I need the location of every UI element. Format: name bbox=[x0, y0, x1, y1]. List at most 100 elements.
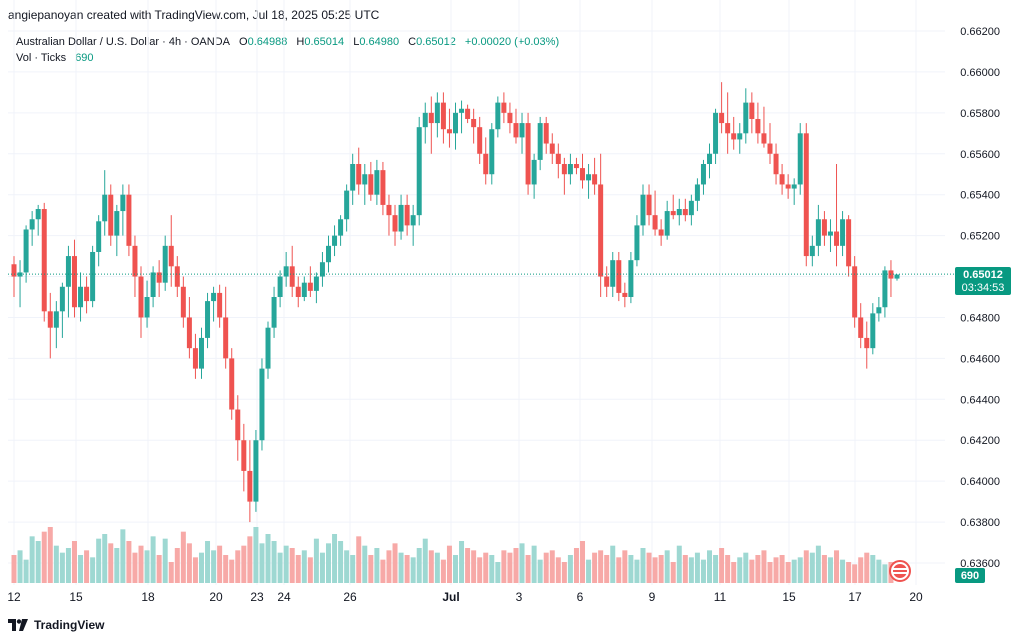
candle-body bbox=[610, 260, 616, 287]
candle bbox=[192, 333, 198, 379]
price-axis[interactable]: 0.66200 0.66000 0.65800 0.65600 0.65400 0.652… bbox=[960, 26, 1000, 570]
candle-body bbox=[465, 108, 471, 119]
volume-bar bbox=[404, 555, 410, 583]
candle-body bbox=[567, 164, 573, 175]
candle bbox=[168, 215, 174, 287]
candle bbox=[229, 348, 235, 420]
candle bbox=[350, 153, 356, 205]
candle bbox=[174, 256, 180, 297]
volume-bar bbox=[501, 550, 507, 583]
footer-brand[interactable]: TradingView bbox=[34, 618, 105, 632]
volume-bar bbox=[174, 548, 180, 583]
time-axis[interactable]: 12 15 18 20 23 24 26 Jul 3 6 9 11 15 17 20 bbox=[7, 590, 923, 604]
candle bbox=[507, 102, 513, 134]
volume-bar bbox=[386, 550, 392, 583]
candle-body bbox=[713, 112, 719, 154]
candle bbox=[29, 211, 35, 246]
volume-bar bbox=[779, 555, 785, 583]
volume-bar bbox=[410, 557, 416, 583]
candle-body bbox=[658, 229, 664, 236]
candle bbox=[271, 286, 277, 338]
volume-bar bbox=[114, 548, 120, 583]
volume-bar bbox=[834, 550, 840, 583]
candle-body bbox=[525, 123, 531, 185]
close-value: 0.65012 bbox=[416, 36, 456, 48]
candle bbox=[150, 266, 156, 308]
candle-body bbox=[501, 102, 507, 113]
volume-bar bbox=[870, 555, 876, 583]
volume-bar bbox=[592, 552, 598, 583]
candle-body bbox=[71, 256, 77, 308]
volume-bar bbox=[229, 559, 235, 583]
candle bbox=[737, 123, 743, 154]
candle-body bbox=[168, 245, 174, 267]
candle bbox=[144, 280, 150, 328]
candle bbox=[23, 225, 29, 283]
footer: TradingView bbox=[8, 618, 104, 632]
candle bbox=[598, 153, 604, 297]
volume-bar bbox=[543, 552, 549, 583]
candle bbox=[368, 161, 374, 201]
candle bbox=[344, 184, 350, 232]
candle bbox=[549, 133, 555, 164]
volume-bar bbox=[205, 541, 211, 583]
volume-bar bbox=[670, 562, 676, 583]
volume-bar bbox=[126, 541, 132, 583]
volume-bar bbox=[876, 559, 882, 583]
candle-body bbox=[356, 164, 362, 185]
candle-body bbox=[198, 337, 204, 369]
candle-body bbox=[555, 153, 561, 164]
candle-body bbox=[319, 262, 325, 277]
candle-body bbox=[815, 219, 821, 246]
candle-body bbox=[398, 204, 404, 232]
x-tick-label: 11 bbox=[714, 590, 727, 604]
candle-body bbox=[114, 211, 120, 236]
candle-body bbox=[102, 194, 108, 222]
volume-bar bbox=[719, 548, 725, 583]
volume-bar bbox=[858, 557, 864, 583]
candle-body bbox=[53, 311, 59, 328]
symbol-name[interactable]: Australian Dollar / U.S. Dollar · 4h · O… bbox=[16, 36, 230, 48]
candle-body bbox=[11, 264, 17, 277]
volume-bar bbox=[102, 534, 108, 583]
volume-bar bbox=[265, 534, 271, 583]
candle bbox=[71, 239, 77, 318]
author-line: angiepanoyan created with TradingView.co… bbox=[8, 8, 380, 22]
volume-bar bbox=[138, 545, 144, 583]
volume-value: 690 bbox=[75, 52, 94, 64]
x-tick-label: 12 bbox=[7, 590, 21, 604]
candle-body bbox=[483, 153, 489, 175]
candle bbox=[809, 235, 815, 267]
volume-label[interactable]: Vol · Ticks bbox=[16, 52, 67, 64]
x-tick-label: 26 bbox=[343, 590, 357, 604]
candle-body bbox=[156, 272, 162, 283]
candle bbox=[646, 184, 652, 226]
price-badge-bg bbox=[955, 267, 1011, 295]
y-tick-label: 0.64800 bbox=[960, 312, 1000, 324]
volume-bar bbox=[162, 538, 168, 583]
candle bbox=[289, 245, 295, 297]
volume-bar bbox=[797, 557, 803, 583]
candle-body bbox=[489, 129, 495, 175]
candle bbox=[156, 260, 162, 297]
candle bbox=[489, 123, 495, 185]
flag-icon[interactable] bbox=[889, 560, 911, 582]
candle bbox=[477, 116, 483, 164]
high-value: 0.65014 bbox=[304, 36, 345, 48]
x-tick-label: 15 bbox=[782, 590, 796, 604]
candle-body bbox=[84, 286, 90, 302]
candle-body bbox=[338, 219, 344, 236]
flag-icon-stripe bbox=[893, 568, 907, 570]
volume-bar bbox=[495, 562, 501, 583]
volume-bar bbox=[840, 559, 846, 583]
y-tick-label: 0.64600 bbox=[960, 353, 1000, 365]
candle bbox=[241, 423, 247, 492]
candle-body bbox=[640, 194, 646, 226]
volume-bar bbox=[604, 555, 610, 583]
volume-bar bbox=[676, 545, 682, 583]
volume-bar bbox=[84, 550, 90, 583]
candle-body bbox=[616, 260, 622, 293]
candle-body bbox=[362, 174, 368, 185]
volume-bars bbox=[11, 527, 894, 583]
